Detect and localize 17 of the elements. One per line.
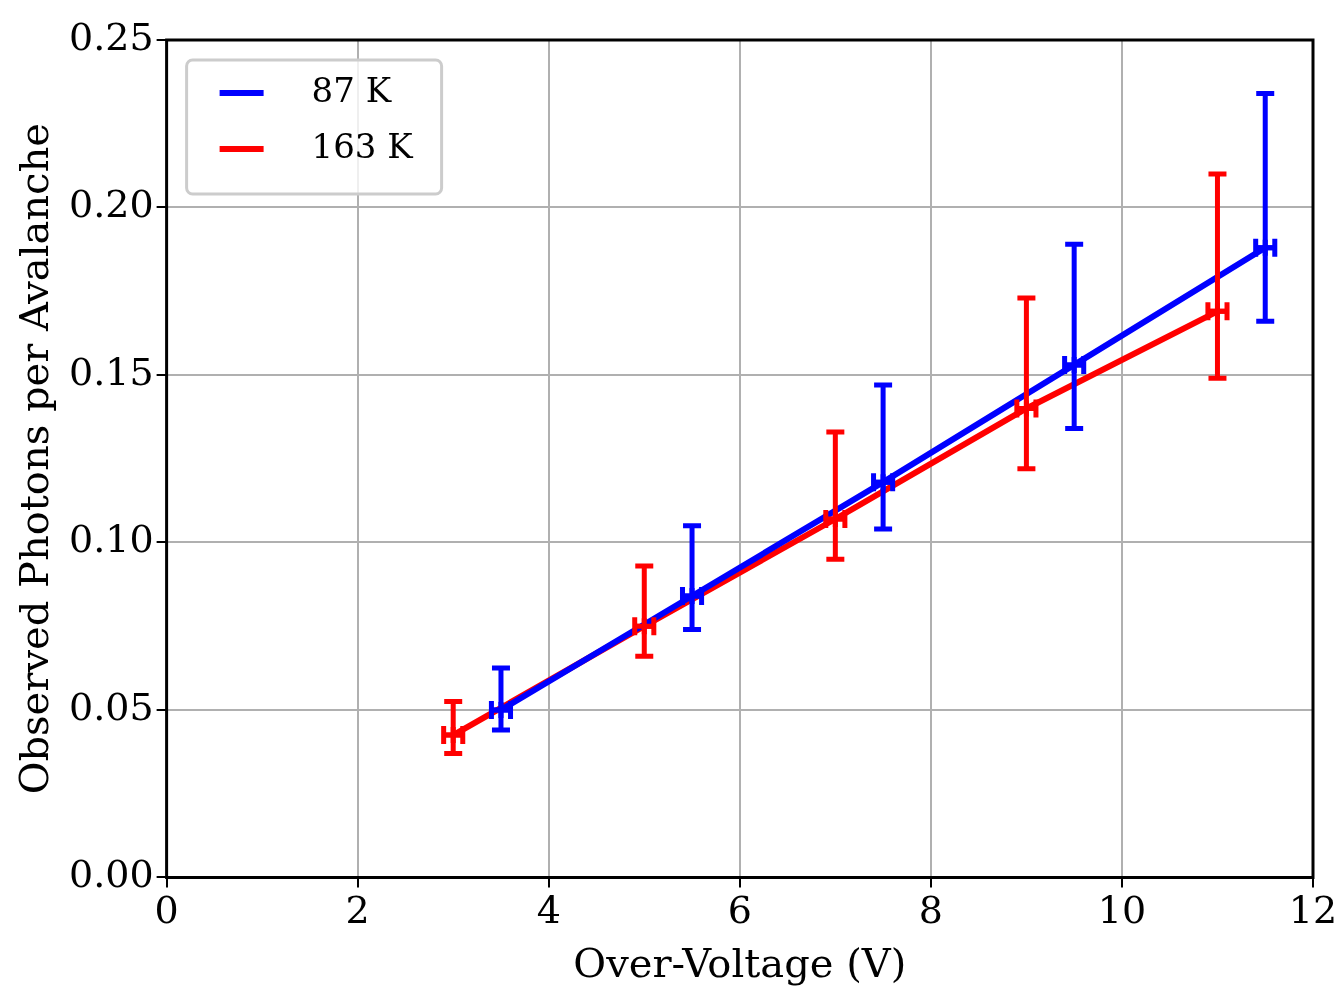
x-tick-label: 6: [727, 888, 752, 933]
y-tick-label: 0.20: [69, 182, 154, 227]
y-axis-title: Observed Photons per Avalanche: [11, 123, 58, 795]
legend-label: 87 K: [311, 69, 392, 110]
y-tick-label: 0.25: [69, 14, 154, 59]
x-tick-label: 8: [918, 888, 943, 933]
x-tick-label: 0: [154, 888, 179, 933]
y-tick-label: 0.00: [69, 852, 154, 897]
x-axis-title: Over-Voltage (V): [573, 940, 907, 987]
y-tick-label: 0.10: [69, 517, 154, 562]
y-tick-label: 0.05: [69, 684, 154, 729]
x-tick-label: 4: [536, 888, 561, 933]
x-tick-label: 12: [1288, 888, 1338, 933]
x-tick-label: 2: [345, 888, 370, 933]
x-tick-label: 10: [1097, 888, 1147, 933]
legend-label: 163 K: [311, 125, 414, 166]
y-tick-label: 0.15: [69, 349, 154, 394]
